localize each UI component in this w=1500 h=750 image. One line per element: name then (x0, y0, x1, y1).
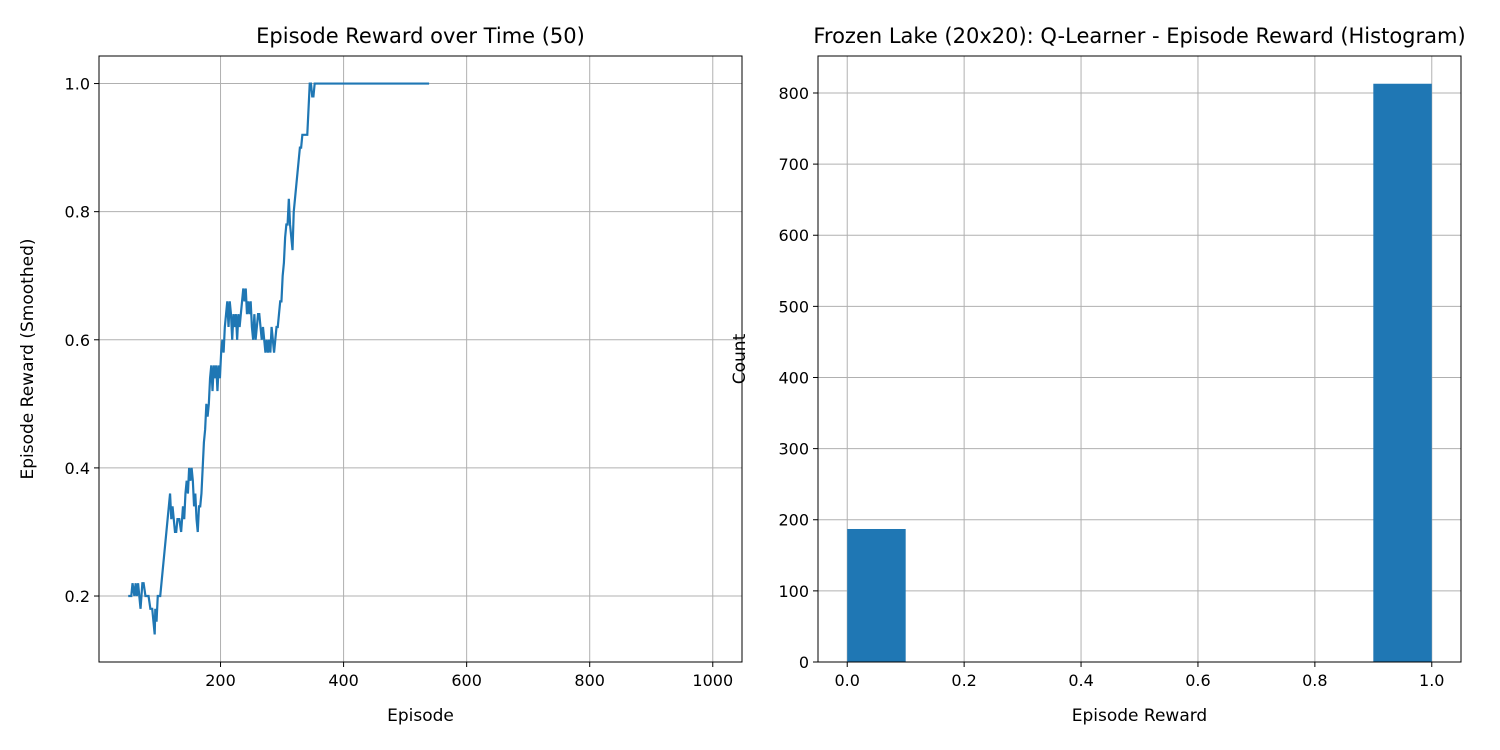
x-axis-label: Episode (387, 706, 454, 726)
x-tick-label: 400 (328, 671, 359, 690)
line (128, 82, 430, 635)
x-tick-label: 200 (205, 671, 236, 690)
y-tick-label: 0 (799, 653, 809, 672)
y-tick-label: 500 (778, 297, 809, 316)
y-tick-label: 200 (778, 511, 809, 530)
y-tick-label: 0.6 (65, 331, 90, 350)
x-tick-label: 600 (451, 671, 482, 690)
x-tick-label: 800 (574, 671, 605, 690)
y-tick-label: 100 (778, 582, 809, 601)
x-tick-label: 0.0 (835, 671, 860, 690)
x-tick-label: 0.6 (1185, 671, 1210, 690)
bar (1373, 83, 1432, 662)
x-tick-label: 0.2 (951, 671, 976, 690)
y-axis-label: Episode Reward (Smoothed) (18, 239, 38, 480)
bar (847, 528, 906, 662)
y-tick-label: 800 (778, 84, 809, 103)
x-tick-label: 0.4 (1068, 671, 1093, 690)
y-tick-label: 1.0 (65, 75, 90, 94)
plot-frame (817, 55, 1462, 663)
y-axis-label: Count (730, 333, 750, 384)
y-tick-label: 300 (778, 440, 809, 459)
plot-frame (98, 55, 743, 663)
y-tick-label: 0.4 (65, 459, 90, 478)
x-axis-label: Episode Reward (1072, 706, 1207, 726)
y-tick-label: 0.8 (65, 203, 90, 222)
y-tick-label: 600 (778, 226, 809, 245)
chart-title: Episode Reward over Time (50) (256, 24, 585, 48)
x-tick-label: 1.0 (1419, 671, 1444, 690)
chart-title: Frozen Lake (20x20): Q-Learner - Episode… (813, 24, 1465, 48)
y-tick-label: 700 (778, 155, 809, 174)
x-tick-label: 1000 (692, 671, 733, 690)
y-tick-label: 400 (778, 368, 809, 387)
y-tick-label: 0.2 (65, 587, 90, 606)
x-tick-label: 0.8 (1302, 671, 1327, 690)
